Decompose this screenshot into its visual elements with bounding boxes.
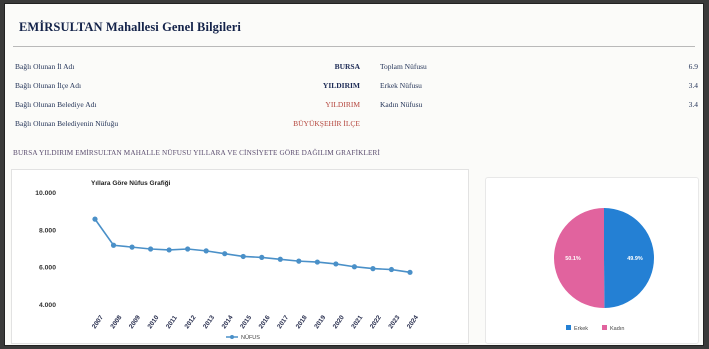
x-tick-label: 2011: [165, 314, 179, 330]
pie-slice-kadn: [553, 208, 605, 308]
info-value: YILDIRIM: [325, 100, 360, 109]
data-point: [92, 216, 98, 222]
data-point: [222, 251, 228, 257]
data-point: [407, 269, 413, 275]
data-point: [240, 253, 246, 260]
data-point: [203, 248, 209, 254]
stat-value: 3.4: [688, 100, 698, 109]
data-point: [333, 261, 339, 267]
info-row-province: Bağlı Olunan İl Adı BURSA: [15, 62, 360, 72]
stat-row-female: Kadın Nüfusu 3.4: [380, 100, 698, 110]
info-row-municipality-type: Bağlı Olunan Belediyenin Nüfuğu BÜYÜKŞEH…: [15, 119, 360, 129]
stat-label: Erkek Nüfusu: [380, 81, 422, 90]
data-point: [259, 254, 265, 260]
x-tick-label: 2018: [295, 314, 309, 330]
section-heading: BURSA YILDIRIM EMİRSULTAN MAHALLE NÜFUSU…: [13, 149, 381, 157]
x-tick-label: 2010: [146, 314, 160, 330]
legend-swatch: [602, 325, 607, 330]
legend-label-nufus: NÜFUS: [241, 334, 260, 341]
data-point: [129, 244, 135, 250]
pie-slice-label: 49.9%: [627, 256, 643, 262]
page-title: EMİRSULTAN Mahallesi Genel Bilgileri: [19, 20, 242, 34]
info-row-district: Bağlı Olunan İlçe Adı YILDIRIM: [15, 81, 360, 91]
x-tick-label: 2017: [276, 314, 290, 330]
title-divider: [13, 46, 695, 47]
x-tick-label: 2012: [184, 314, 198, 330]
x-tick-label: 2015: [239, 314, 253, 330]
y-tick-label: 10.000: [35, 190, 56, 197]
x-tick-label: 2007: [91, 314, 105, 330]
stat-value: 6.9: [688, 62, 698, 71]
info-label: Bağlı Olunan İlçe Adı: [15, 81, 82, 90]
x-tick-label: 2020: [332, 314, 346, 330]
x-tick-label: 2013: [202, 314, 216, 330]
pie-slice-erkek: [604, 208, 654, 308]
data-point: [351, 264, 358, 270]
info-value: BÜYÜKŞEHİR İLÇE: [293, 119, 360, 128]
x-tick-label: 2016: [258, 314, 272, 330]
data-point: [110, 242, 117, 248]
population-line-chart: Yıllara Göre Nüfus Grafiği 10.000 8.000 6.…: [35, 180, 420, 341]
x-tick-label: 2022: [369, 314, 383, 330]
population-line-chart-panel: Yıllara Göre Nüfus Grafiği 10.000 8.000 6.…: [11, 169, 469, 344]
x-tick-label: 2008: [109, 314, 123, 330]
info-label: Bağlı Olunan İl Adı: [15, 62, 75, 71]
info-row-municipality: Bağlı Olunan Belediye Adı YILDIRIM: [15, 100, 360, 110]
data-point: [388, 266, 395, 273]
x-tick-label: 2019: [313, 314, 327, 330]
chart-legend: NÜFUS: [226, 334, 260, 341]
report-frame: EMİRSULTAN Mahallesi Genel Bilgileri Bağ…: [4, 3, 704, 346]
legend-label: Erkek: [574, 326, 588, 332]
legend-label: Kadın: [610, 326, 624, 332]
data-point: [277, 256, 283, 262]
legend-marker: [230, 335, 234, 339]
x-tick-label: 2024: [406, 314, 420, 330]
data-point: [296, 258, 302, 264]
pie-slice-label: 50.1%: [565, 256, 581, 262]
data-point: [314, 259, 320, 265]
stat-row-male: Erkek Nüfusu 3.4: [380, 81, 698, 91]
x-tick-label: 2014: [221, 314, 235, 330]
data-point: [147, 246, 154, 252]
y-tick-label: 8.000: [39, 227, 56, 234]
info-value: BURSA: [334, 62, 360, 71]
y-tick-label: 6.000: [39, 265, 56, 272]
stat-label: Toplam Nüfusu: [380, 62, 427, 71]
data-point: [166, 247, 172, 253]
chart-title: Yıllara Göre Nüfus Grafiği: [91, 180, 171, 187]
x-tick-label: 2023: [387, 314, 401, 330]
legend-swatch: [566, 325, 571, 330]
info-label: Bağlı Olunan Belediye Adı: [15, 100, 97, 109]
x-tick-label: 2009: [128, 314, 142, 330]
y-tick-label: 4.000: [39, 302, 56, 309]
stat-row-total: Toplam Nüfusu 6.9: [380, 62, 698, 72]
stat-value: 3.4: [688, 81, 698, 90]
data-point: [185, 246, 191, 252]
info-value: YILDIRIM: [322, 81, 360, 90]
x-tick-label: 2021: [350, 314, 364, 330]
data-point: [370, 266, 376, 272]
series-line-nufus: [94, 218, 411, 274]
gender-pie-chart: 49.9% 50.1% Erkek Kadın: [553, 208, 654, 332]
gender-pie-chart-panel: 49.9% 50.1% Erkek Kadın: [485, 177, 699, 344]
stat-label: Kadın Nüfusu: [380, 100, 423, 109]
info-label: Bağlı Olunan Belediyenin Nüfuğu: [15, 119, 119, 128]
